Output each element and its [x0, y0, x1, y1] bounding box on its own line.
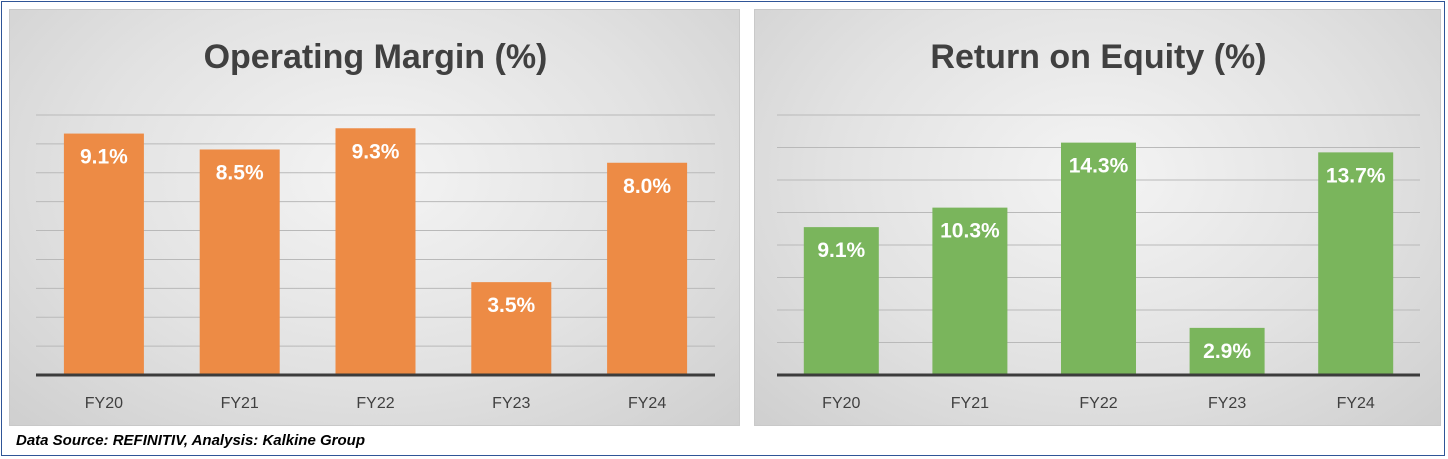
data-label: 14.3%: [1069, 155, 1129, 178]
x-tick-label: FY21: [221, 395, 259, 412]
return-on-equity-chart-panel: Return on Equity (%) 9.1% FY20 10.3% FY21 14.…: [754, 9, 1441, 426]
bar-fy24: [1318, 152, 1394, 375]
x-tick-label: FY21: [951, 395, 989, 412]
bar-fy22: [1061, 142, 1136, 375]
operating-margin-chart-panel: Operating Margin (%) 9.1% FY20 8.5% FY21 9.3%…: [9, 9, 740, 426]
chart-title: Operating Margin (%): [204, 38, 548, 76]
operating-margin-chart: Operating Margin (%) 9.1% FY20 8.5% FY21 9.3%…: [36, 38, 715, 412]
bar-fy24: [607, 162, 688, 375]
data-label: 3.5%: [487, 294, 535, 317]
data-label: 8.5%: [216, 161, 264, 184]
bar-fy23: [1189, 327, 1265, 375]
bar-fy20: [803, 227, 879, 375]
x-tick-label: FY24: [1337, 395, 1375, 412]
bar-fy23: [471, 282, 552, 375]
x-tick-label: FY23: [1208, 395, 1246, 412]
data-source-note: Data Source: REFINITIV, Analysis: Kalkin…: [16, 432, 365, 449]
bar-fy20: [63, 133, 144, 375]
chart-title: Return on Equity (%): [930, 38, 1266, 76]
data-label: 2.9%: [1203, 340, 1251, 363]
bar-fy21: [932, 207, 1008, 375]
x-tick-label: FY20: [822, 395, 860, 412]
data-label: 8.0%: [623, 175, 671, 198]
bar-fy22: [335, 128, 416, 375]
return-on-equity-chart: Return on Equity (%) 9.1% FY20 10.3% FY21 14.…: [777, 38, 1420, 412]
x-tick-label: FY22: [1079, 395, 1117, 412]
x-tick-label: FY23: [492, 395, 530, 412]
x-tick-label: FY20: [85, 395, 123, 412]
data-label: 9.1%: [817, 239, 865, 262]
data-label: 10.3%: [940, 220, 1000, 243]
data-label: 9.3%: [352, 140, 400, 163]
bar-fy21: [199, 149, 280, 375]
data-label: 13.7%: [1326, 164, 1386, 187]
x-tick-label: FY24: [628, 395, 666, 412]
data-label: 9.1%: [80, 146, 128, 169]
x-tick-label: FY22: [356, 395, 394, 412]
